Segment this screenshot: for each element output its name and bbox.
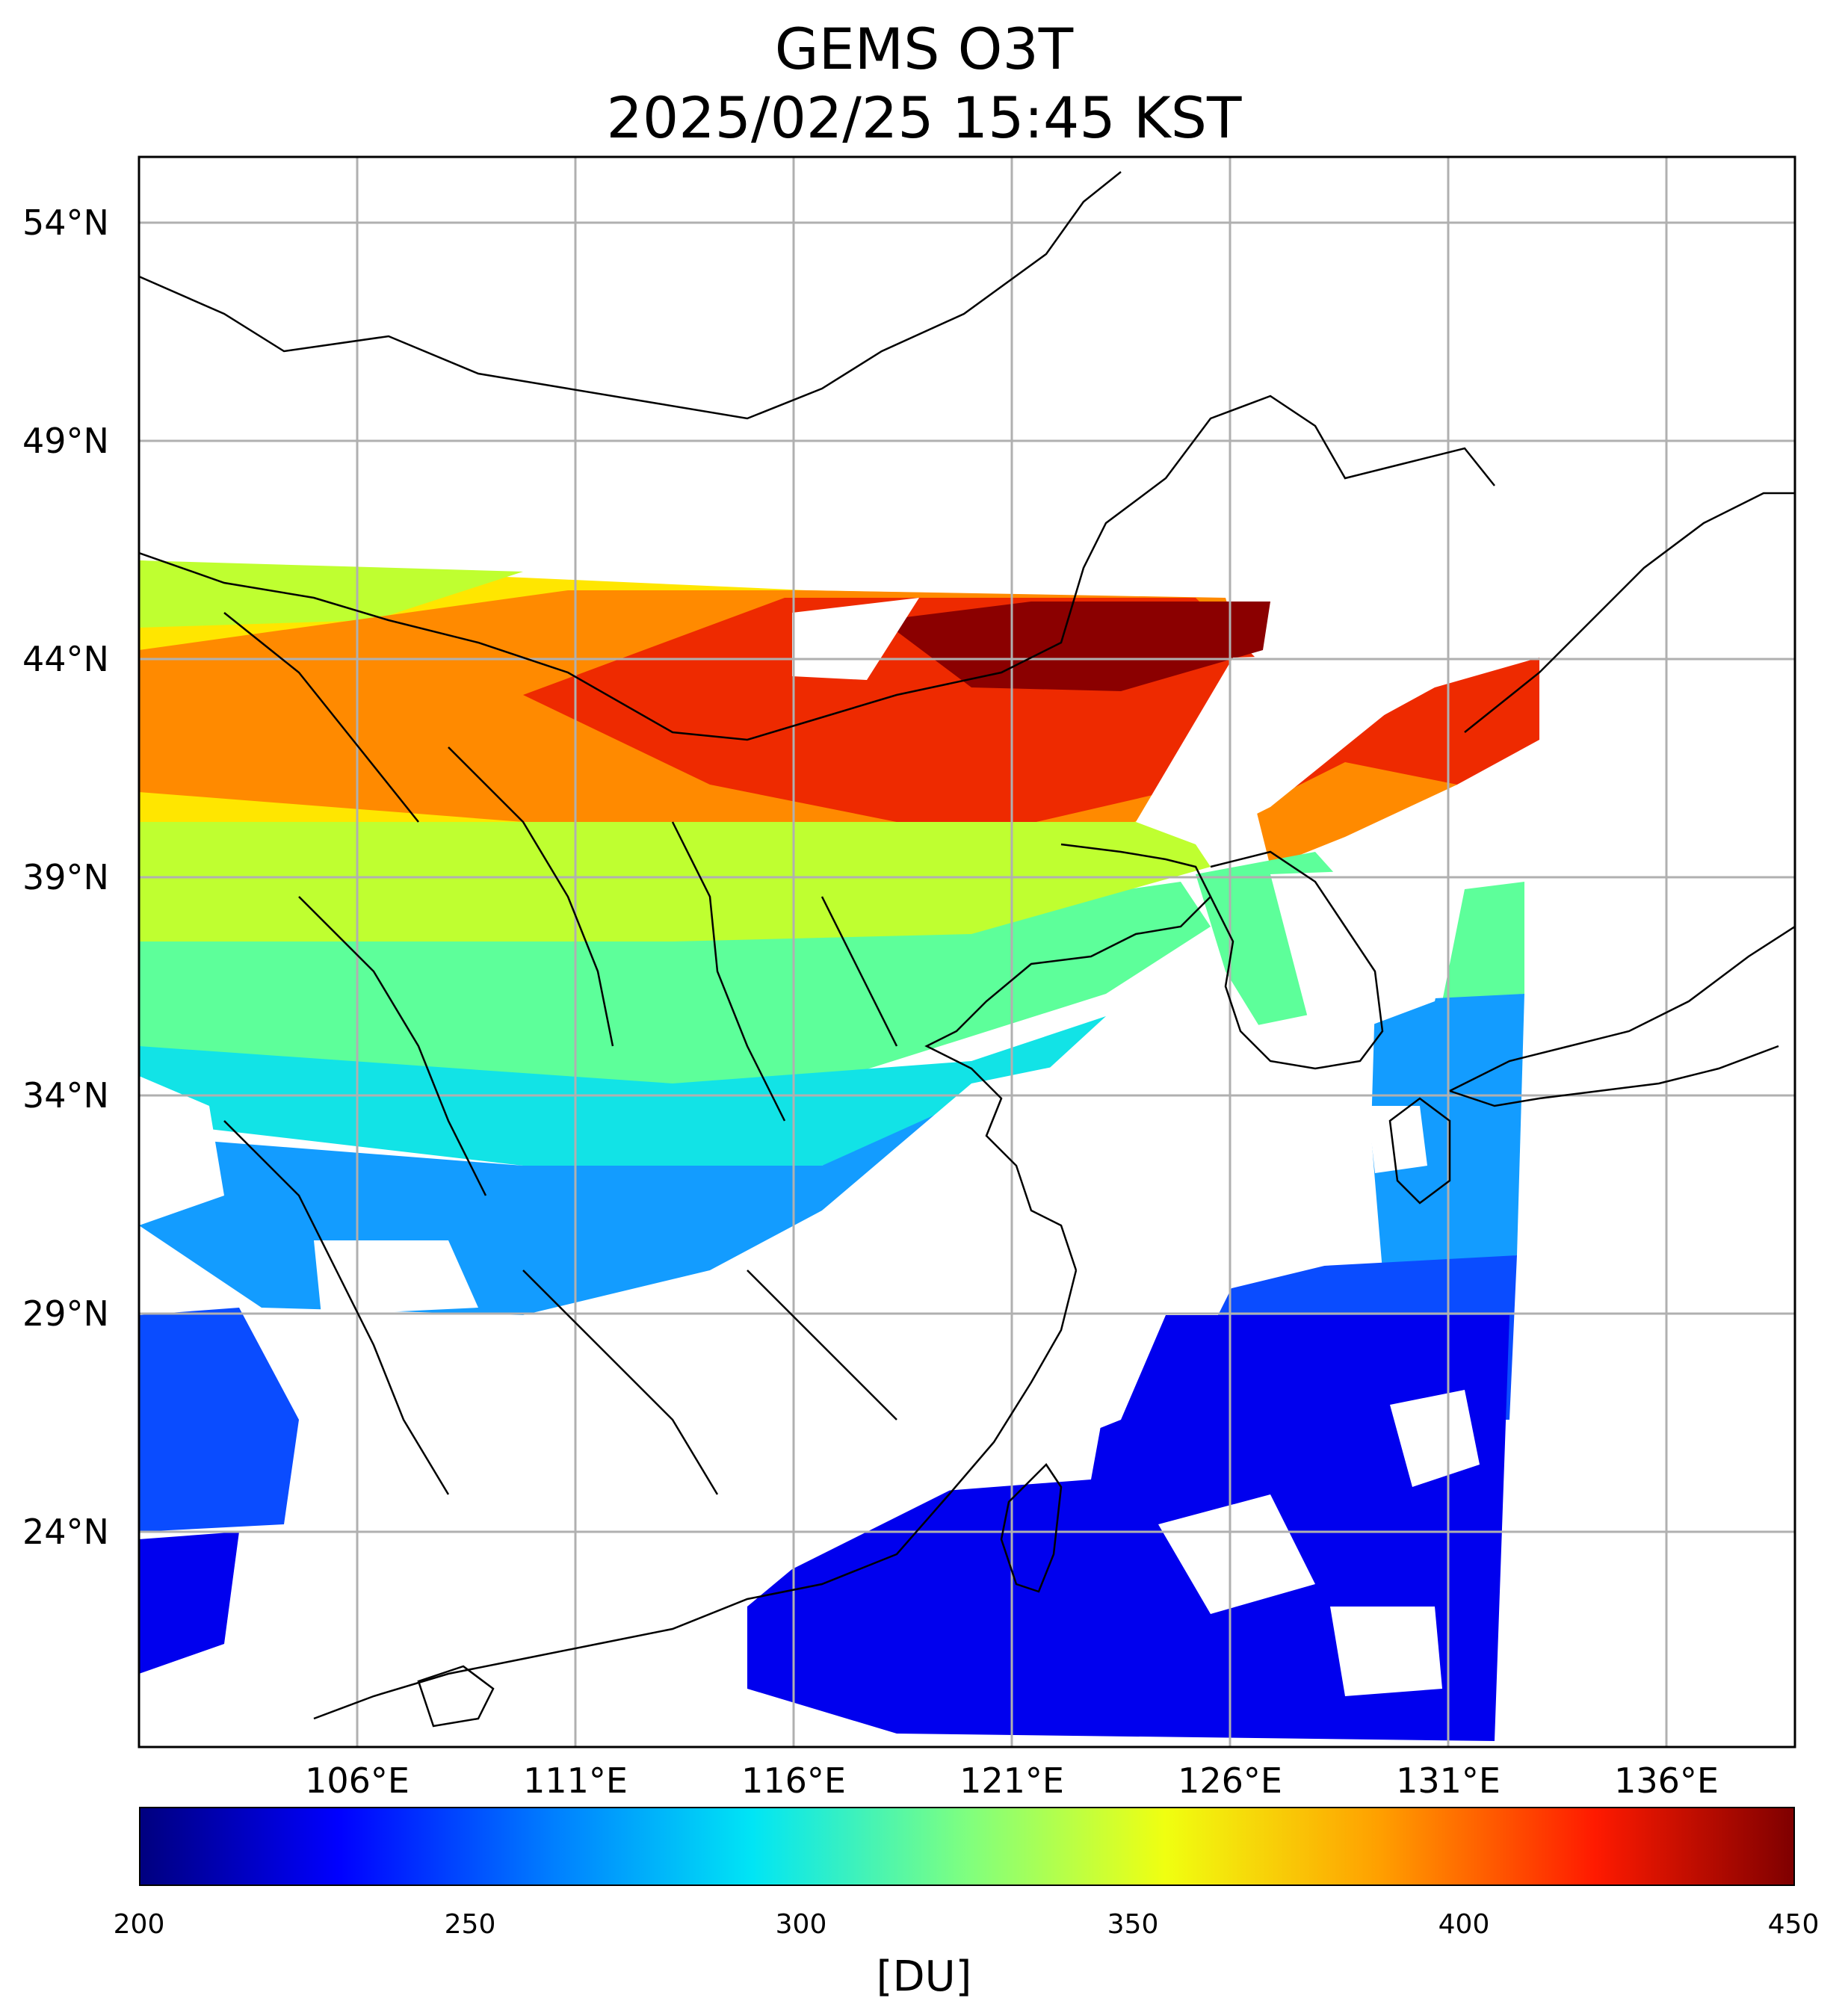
coastlines-borders — [139, 171, 1795, 1728]
japan-kyushu — [1388, 1097, 1451, 1205]
hainan-area — [417, 1665, 495, 1728]
no-data-gap — [139, 1076, 224, 1225]
china-coast-south — [313, 1270, 1078, 1720]
ozone-band-lime-mid — [139, 822, 1211, 941]
ozone-west-blue — [139, 1308, 299, 1532]
ozone-west-deep — [139, 1532, 239, 1674]
lat-label-24: 24°N — [22, 1512, 109, 1552]
no-data-gap — [1270, 867, 1465, 1046]
colorbar-tick-450: 450 — [1767, 1909, 1820, 1940]
lon-label-116: 116°E — [741, 1760, 846, 1801]
no-data-gap — [1330, 1607, 1442, 1696]
plot-frame — [137, 155, 1796, 1748]
colorbar-tick-300: 300 — [775, 1909, 827, 1940]
japan-honshu — [1449, 925, 1795, 1107]
ozone-band-lime — [139, 560, 523, 628]
no-data-gap — [1158, 1494, 1315, 1614]
korea-coast — [1209, 850, 1384, 1070]
no-data-gap — [673, 1270, 971, 1607]
lon-label-136: 136°E — [1614, 1760, 1719, 1801]
lat-label-29: 29°N — [22, 1293, 109, 1334]
graticule — [139, 157, 1795, 1747]
ozone-south-deep — [747, 1315, 1509, 1741]
map-title: GEMS O3T — [774, 16, 1074, 82]
map-subtitle: 2025/02/25 15:45 KST — [606, 84, 1242, 151]
lat-label-54: 54°N — [22, 202, 109, 243]
no-data-gap — [1368, 1106, 1427, 1173]
taiwan-coast — [1000, 1463, 1063, 1593]
ozone-east-column-sky — [1368, 994, 1524, 1270]
lat-label-39: 39°N — [22, 857, 109, 897]
lat-label-49: 49°N — [22, 421, 109, 461]
mongolia-border — [139, 171, 1122, 420]
china-coast-north — [924, 843, 1212, 1271]
colorbar-tick-200: 200 — [113, 1909, 165, 1940]
lon-label-111: 111°E — [523, 1760, 628, 1801]
lat-label-44: 44°N — [22, 639, 109, 679]
colorbar-unit: [DU] — [876, 1952, 972, 2001]
lat-label-34: 34°N — [22, 1075, 109, 1116]
no-data-gap — [314, 1240, 478, 1315]
lon-label-131: 131°E — [1396, 1760, 1501, 1801]
ozone-field — [139, 560, 1539, 1741]
colorbar-tick-400: 400 — [1438, 1909, 1490, 1940]
ozone-band-cyan — [139, 1016, 1106, 1166]
province-borders — [223, 612, 898, 1495]
colorbar-tick-350: 350 — [1107, 1909, 1159, 1940]
russia-coast — [1464, 492, 1795, 733]
ozone-band-high — [882, 602, 1270, 691]
no-data-gap — [1136, 650, 1465, 844]
lon-label-106: 106°E — [305, 1760, 410, 1801]
inner-mongolia-border — [139, 395, 1495, 741]
no-data-gap — [1390, 1390, 1480, 1487]
ozone-band-east-orange — [1255, 762, 1457, 867]
lon-label-121: 121°E — [959, 1760, 1064, 1801]
colorbar-tick-250: 250 — [444, 1909, 496, 1940]
lon-label-126: 126°E — [1178, 1760, 1282, 1801]
colorbar — [139, 1807, 1795, 1886]
ozone-east-column-green — [1442, 882, 1524, 1001]
